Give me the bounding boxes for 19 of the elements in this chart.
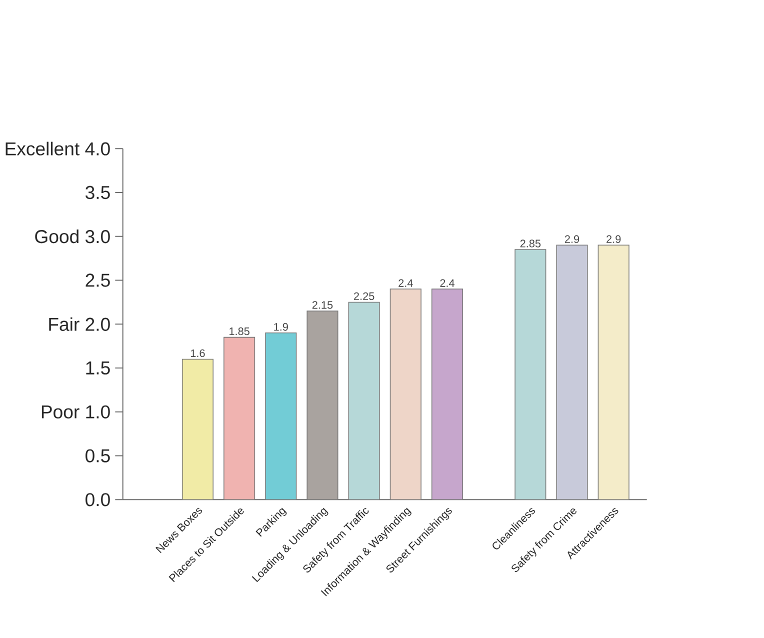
- y-tick-label: Excellent 4.0: [6, 142, 110, 156]
- y-tick-label: Poor 1.0: [42, 405, 110, 418]
- data-label: 2.9: [606, 235, 621, 243]
- data-label: 2.85: [520, 240, 541, 248]
- y-tick-label: Fair 2.0: [49, 317, 110, 331]
- y-tick-label: 2.5: [86, 274, 110, 287]
- y-tick-label: 1.5: [86, 362, 110, 374]
- data-label: 1.6: [190, 349, 205, 358]
- data-label: 2.25: [354, 292, 374, 300]
- y-tick-label: 3.5: [86, 186, 110, 200]
- data-label: 2.4: [398, 279, 413, 287]
- data-label: 2.4: [440, 279, 454, 287]
- data-label: 2.15: [312, 301, 333, 309]
- y-tick-label: 0.0: [86, 493, 110, 506]
- data-label: 1.9: [274, 323, 288, 331]
- y-tick-label: 0.5: [86, 449, 110, 462]
- y-tick-label: Good 3.0: [35, 230, 110, 244]
- data-label: 2.9: [564, 235, 580, 243]
- data-label: 1.85: [230, 327, 250, 336]
